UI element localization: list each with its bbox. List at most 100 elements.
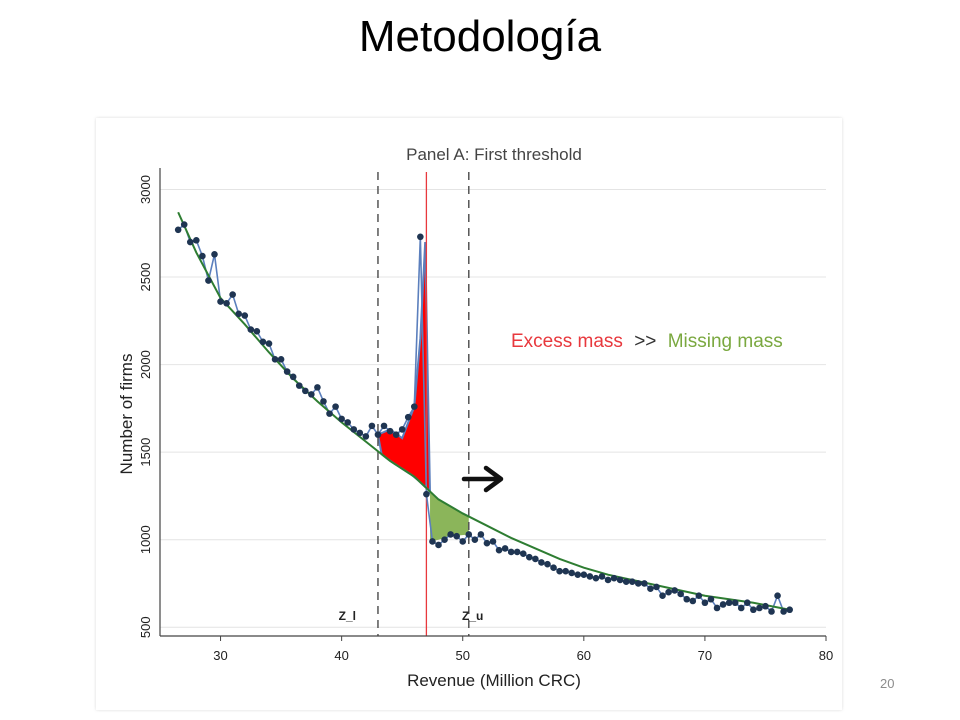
data-point <box>635 580 642 587</box>
data-point <box>174 226 182 234</box>
data-point <box>392 431 400 438</box>
data-point <box>556 567 563 575</box>
data-point <box>271 356 279 363</box>
data-point <box>719 601 727 608</box>
chart-title: Panel A: First threshold <box>406 145 582 164</box>
data-point <box>750 606 757 614</box>
data-point <box>513 548 521 556</box>
y-tick-label-1000: 1000 <box>138 525 153 554</box>
data-point <box>550 564 557 572</box>
comparison-operator: >> <box>634 331 656 352</box>
x-tick-label-50: 50 <box>455 648 469 663</box>
x-tick-label-60: 60 <box>577 648 591 663</box>
page-number: 20 <box>880 676 895 691</box>
data-point <box>223 300 230 307</box>
data-point <box>277 356 285 363</box>
data-point <box>356 429 364 437</box>
data-point <box>435 541 442 549</box>
data-point <box>526 553 533 561</box>
data-point <box>756 604 763 612</box>
data-point <box>374 431 382 438</box>
data-point <box>725 599 733 607</box>
data-point <box>713 604 721 612</box>
data-point <box>338 415 345 423</box>
data-point <box>404 413 412 421</box>
data-point <box>665 588 672 596</box>
bunching-chart: 500 1000 1500 2000 2500 3000 30 40 50 60 70 80 Pane… <box>117 145 833 690</box>
data-point <box>259 338 267 346</box>
data-point <box>628 578 636 586</box>
data-point <box>465 531 473 538</box>
data-point <box>362 433 370 440</box>
data-point <box>532 555 539 563</box>
data-point <box>398 426 406 433</box>
missing-mass-label: Missing mass <box>668 331 783 352</box>
data-point <box>193 236 200 244</box>
data-point <box>302 387 309 395</box>
data-point <box>447 531 454 538</box>
data-point <box>737 604 745 612</box>
data-point <box>707 595 715 603</box>
data-point <box>604 576 612 584</box>
data-point <box>586 573 594 580</box>
y-tick-label-3000: 3000 <box>138 175 153 204</box>
y-axis-label: Number of firms <box>117 354 136 475</box>
data-point <box>641 580 648 587</box>
data-point <box>350 426 358 433</box>
chart-frame: 500 1000 1500 2000 2500 3000 30 40 50 60 70 80 Pane… <box>96 118 842 710</box>
data-point <box>410 403 418 410</box>
x-tick-label-80: 80 <box>819 648 833 663</box>
x-tick-label-70: 70 <box>698 648 712 663</box>
data-point <box>519 550 527 558</box>
data-point <box>483 539 491 547</box>
series-lines <box>177 172 790 636</box>
data-point <box>289 373 297 381</box>
data-point <box>501 545 509 552</box>
data-point <box>253 328 261 335</box>
data-point <box>235 310 243 318</box>
data-point <box>380 422 388 430</box>
data-point <box>417 233 424 241</box>
data-points <box>174 221 793 615</box>
data-point <box>683 595 691 603</box>
observed-series-line <box>177 223 790 613</box>
data-point <box>314 384 321 391</box>
data-point <box>489 538 497 545</box>
data-point <box>441 536 448 543</box>
data-point <box>386 427 394 435</box>
threshold-label-zl: Z_l <box>339 609 356 623</box>
data-point <box>762 602 769 610</box>
data-point <box>677 590 684 598</box>
data-point <box>580 571 588 579</box>
data-point <box>701 599 709 607</box>
x-axis-label: Revenue (Million CRC) <box>407 671 581 690</box>
data-point <box>477 531 485 538</box>
threshold-label-zu: Z_u <box>462 609 483 623</box>
data-point <box>786 606 793 614</box>
data-point <box>453 532 460 540</box>
data-point <box>659 592 666 600</box>
data-point <box>241 312 249 319</box>
grid <box>160 189 826 628</box>
data-point <box>459 538 467 545</box>
excess-mass-label: Excess mass <box>511 331 623 352</box>
data-point <box>326 410 333 417</box>
fitted-series-line <box>177 211 790 611</box>
y-tick-label-1500: 1500 <box>138 438 153 467</box>
axes: 500 1000 1500 2000 2500 3000 30 40 50 60 70 80 <box>138 168 833 663</box>
data-point <box>344 419 351 426</box>
data-point <box>295 382 303 389</box>
data-point <box>211 250 218 258</box>
missing-mass-area <box>430 491 469 542</box>
data-point <box>616 576 624 584</box>
data-point <box>283 368 291 375</box>
data-point <box>265 340 273 347</box>
data-point <box>180 221 188 228</box>
data-point <box>544 560 551 568</box>
data-point <box>507 548 515 556</box>
data-point <box>568 569 576 577</box>
data-point <box>538 559 545 566</box>
data-point <box>217 298 224 305</box>
data-point <box>743 599 751 607</box>
data-point <box>423 490 430 498</box>
